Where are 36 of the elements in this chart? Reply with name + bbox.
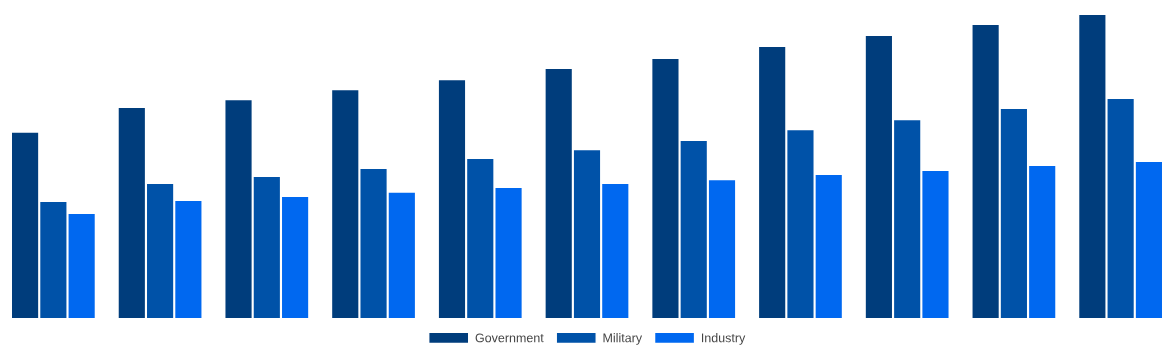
bar [147,184,174,318]
bar [68,214,95,318]
bar [1107,98,1134,318]
bar [652,58,679,318]
bar [388,192,415,318]
bar [545,68,572,318]
bar [922,171,949,318]
bar [680,141,707,318]
bar [759,47,786,318]
legend-label: Industry [701,333,746,345]
bar [332,90,359,318]
bar [787,130,814,318]
bar [118,108,145,318]
legend-label: Government [475,333,544,343]
bar [1135,161,1162,318]
bar [40,201,67,318]
bar [253,177,280,318]
bar [495,188,522,318]
bar [1029,165,1056,318]
bar [894,120,921,318]
bar [815,174,842,318]
bar [1079,15,1106,318]
bar [865,35,892,318]
bar [438,80,466,318]
bar [282,197,309,318]
bar [12,132,39,318]
bar [175,201,202,318]
bar [360,168,387,318]
bar [573,150,601,318]
bar [225,100,252,318]
bar [467,158,494,318]
bar [602,184,629,318]
bar [1000,108,1027,318]
legend-label: Military [603,333,643,345]
bar [708,180,736,318]
bar [972,25,999,318]
